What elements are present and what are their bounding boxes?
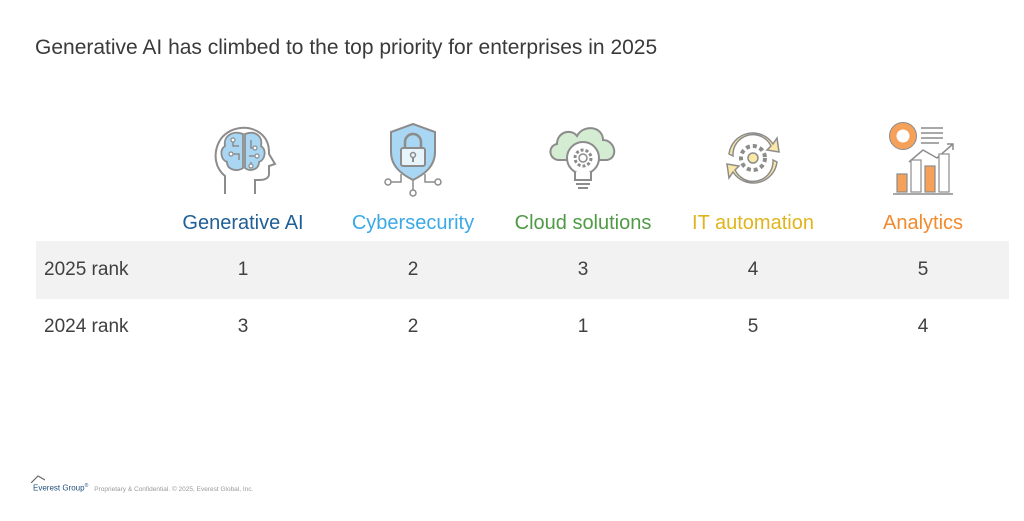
logo-text: Everest Group: [33, 483, 85, 493]
cloud-gear-lightbulb-icon: [549, 127, 616, 189]
column-analytics: Analytics: [838, 118, 1008, 235]
gear-cycle-arrows-icon: [726, 132, 780, 184]
rank-cell: 5: [917, 259, 929, 280]
table-row-2025: 2025 rank 1 2 3 4 5: [36, 241, 1009, 299]
analytics-chart-icon: [889, 122, 954, 195]
rank-cell: 1: [577, 316, 589, 337]
column-label: IT automation: [692, 212, 814, 234]
column-label: Cybersecurity: [351, 212, 475, 234]
shield-lock-icon: [384, 122, 442, 197]
rank-cell: 3: [237, 316, 249, 337]
column-label: Analytics: [882, 212, 964, 234]
mountain-icon: [31, 475, 45, 483]
rank-cell: 3: [577, 259, 589, 280]
brain-circuit-head-icon: [214, 126, 277, 194]
everest-group-logo: Everest Group®: [31, 475, 89, 493]
column-generative-ai: Generative AI: [158, 118, 328, 235]
table-row-2024: 2024 rank 3 2 1 5 4: [36, 298, 1009, 356]
rank-cell: 4: [917, 316, 929, 337]
footer: Everest Group® Proprietary & Confidentia…: [31, 475, 254, 493]
footer-text: Proprietary & Confidential. © 2025, Ever…: [94, 485, 254, 493]
column-cloud-solutions: Cloud solutions: [498, 118, 668, 235]
column-label: Cloud solutions: [514, 212, 652, 234]
row-label: 2025 rank: [44, 259, 129, 280]
rank-cell: 1: [237, 259, 249, 280]
row-label: 2024 rank: [44, 316, 129, 337]
registered-mark: ®: [84, 483, 89, 489]
rank-cell: 2: [407, 259, 419, 280]
column-it-automation: IT automation: [668, 118, 838, 235]
page-title: Generative AI has climbed to the top pri…: [35, 36, 658, 59]
rank-cell: 4: [747, 259, 759, 280]
rank-cell: 5: [747, 316, 759, 337]
column-cybersecurity: Cybersecurity: [328, 118, 498, 235]
rank-cell: 2: [407, 316, 419, 337]
column-label: Generative AI: [182, 212, 304, 234]
